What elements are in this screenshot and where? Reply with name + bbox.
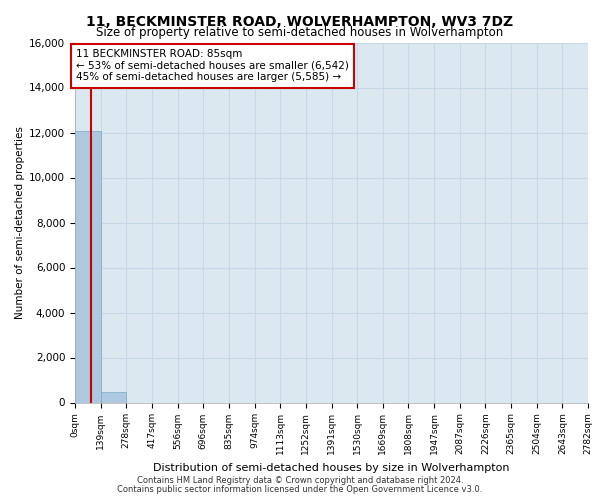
Text: Size of property relative to semi-detached houses in Wolverhampton: Size of property relative to semi-detach…	[97, 26, 503, 39]
Text: 11 BECKMINSTER ROAD: 85sqm
← 53% of semi-detached houses are smaller (6,542)
45%: 11 BECKMINSTER ROAD: 85sqm ← 53% of semi…	[76, 50, 349, 82]
Bar	[75, 132, 101, 402]
X-axis label: Distribution of semi-detached houses by size in Wolverhampton: Distribution of semi-detached houses by …	[153, 462, 510, 472]
Text: Contains public sector information licensed under the Open Government Licence v3: Contains public sector information licen…	[118, 484, 482, 494]
Y-axis label: Number of semi-detached properties: Number of semi-detached properties	[15, 126, 25, 319]
Text: 11, BECKMINSTER ROAD, WOLVERHAMPTON, WV3 7DZ: 11, BECKMINSTER ROAD, WOLVERHAMPTON, WV3…	[86, 15, 514, 29]
Bar	[101, 392, 126, 402]
Text: Contains HM Land Registry data © Crown copyright and database right 2024.: Contains HM Land Registry data © Crown c…	[137, 476, 463, 485]
